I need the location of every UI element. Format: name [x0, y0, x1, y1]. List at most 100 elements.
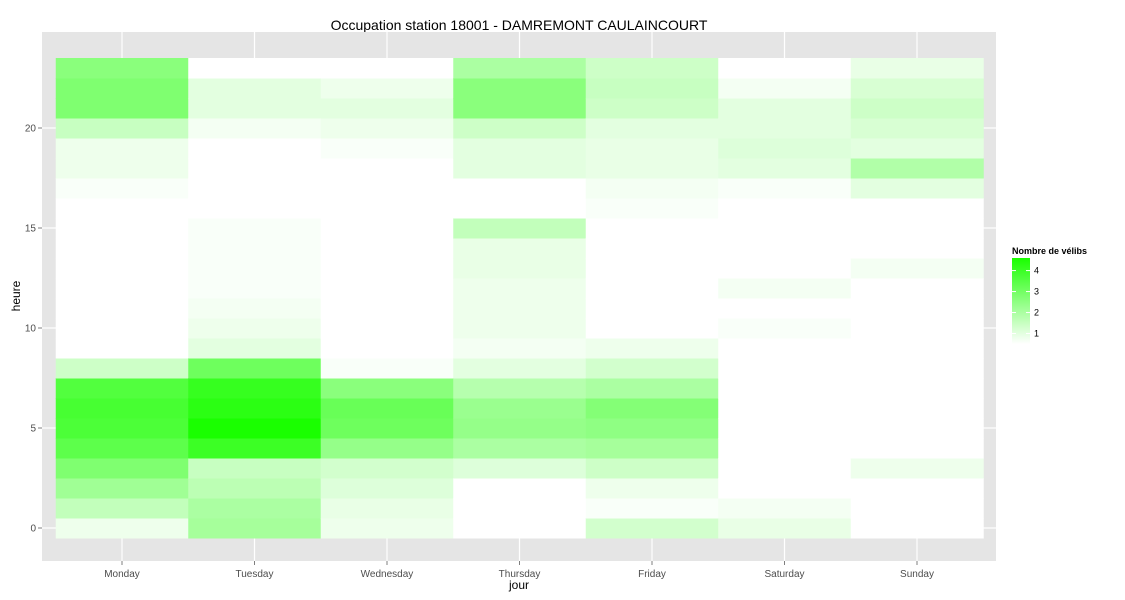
heatmap-cell: [585, 198, 719, 219]
heatmap-cell: [55, 498, 189, 519]
x-tick-label: Thursday: [499, 569, 541, 580]
heatmap-cell: [55, 518, 189, 539]
heatmap-cell: [718, 258, 852, 279]
heatmap-cell: [320, 478, 454, 499]
heatmap-cell: [320, 58, 454, 79]
heatmap-cell: [453, 58, 587, 79]
heatmap-cell: [453, 338, 587, 359]
heatmap-cell: [850, 178, 984, 199]
heatmap-cell: [55, 258, 189, 279]
heatmap-cell: [453, 418, 587, 439]
heatmap-cell: [320, 498, 454, 519]
heatmap-cell: [188, 298, 322, 319]
heatmap-cell: [188, 198, 322, 219]
heatmap-cell: [188, 358, 322, 379]
heatmap-cell: [55, 458, 189, 479]
heatmap-cell: [320, 398, 454, 419]
heatmap-cell: [188, 518, 322, 539]
heatmap-cell: [718, 418, 852, 439]
heatmap-cell: [188, 238, 322, 259]
x-axis-title: jour: [508, 578, 529, 592]
heatmap-cell: [850, 78, 984, 99]
legend-tick-label: 3: [1034, 287, 1039, 297]
heatmap-cell: [188, 258, 322, 279]
heatmap-cell: [850, 318, 984, 339]
heatmap-cell: [188, 478, 322, 499]
heatmap-cell: [188, 498, 322, 519]
heatmap-cell: [55, 298, 189, 319]
heatmap-cell: [453, 398, 587, 419]
heatmap-cell: [585, 258, 719, 279]
y-tick-label: 5: [30, 424, 36, 435]
heatmap-cell: [453, 478, 587, 499]
heatmap-cell: [320, 298, 454, 319]
heatmap-cell: [718, 458, 852, 479]
x-tick-label: Friday: [638, 569, 666, 580]
heatmap-cell: [585, 318, 719, 339]
heatmap-cell: [453, 98, 587, 119]
heatmap-cell: [718, 318, 852, 339]
heatmap-cell: [585, 458, 719, 479]
heatmap-cell: [320, 118, 454, 139]
heatmap-cell: [585, 238, 719, 259]
heatmap-cell: [188, 378, 322, 399]
heatmap-cell: [453, 78, 587, 99]
heatmap-cell: [55, 338, 189, 359]
heatmap-cell: [718, 498, 852, 519]
heatmap-cell: [55, 238, 189, 259]
legend-tick-label: 4: [1034, 266, 1039, 276]
heatmap-cell: [453, 138, 587, 159]
heatmap-cell: [585, 118, 719, 139]
heatmap-cell: [453, 498, 587, 519]
heatmap-cell: [850, 458, 984, 479]
heatmap-cell: [320, 198, 454, 219]
heatmap-cell: [453, 318, 587, 339]
heatmap-cell: [55, 278, 189, 299]
heatmap-cell: [320, 238, 454, 259]
heatmap-cell: [718, 138, 852, 159]
legend-tick-label: 1: [1034, 329, 1039, 339]
heatmap-cell: [850, 158, 984, 179]
legend-ticks: 1 2 3 4: [1012, 266, 1039, 339]
heatmap-cell: [320, 278, 454, 299]
heatmap-cell: [453, 438, 587, 459]
heatmap-cell: [453, 518, 587, 539]
heatmap-cell: [850, 498, 984, 519]
y-tick-label: 0: [30, 524, 36, 535]
heatmap-cell: [850, 218, 984, 239]
heatmap-cell: [850, 338, 984, 359]
heatmap-cell: [585, 358, 719, 379]
heatmap-cell: [320, 138, 454, 159]
heatmap-cell: [55, 398, 189, 419]
x-tick-label: Sunday: [900, 569, 934, 580]
heatmap-cell: [55, 58, 189, 79]
heatmap-cell: [453, 118, 587, 139]
heatmap-cell: [188, 118, 322, 139]
heatmap-cell: [453, 378, 587, 399]
heatmap-cell: [585, 98, 719, 119]
heatmap-cell: [320, 338, 454, 359]
heatmap-cell: [188, 398, 322, 419]
y-tick-label: 20: [25, 124, 37, 135]
heatmap-cell: [718, 198, 852, 219]
heatmap-cell: [55, 98, 189, 119]
heatmap-cell: [850, 58, 984, 79]
heatmap-cell: [585, 418, 719, 439]
heatmap-cell: [453, 278, 587, 299]
heatmap-cell: [850, 478, 984, 499]
heatmap-cell: [718, 478, 852, 499]
heatmap-cell: [850, 358, 984, 379]
heatmap-cell: [55, 318, 189, 339]
heatmap-cell: [585, 518, 719, 539]
x-tick-label: Saturday: [764, 569, 804, 580]
heatmap-cell: [718, 338, 852, 359]
heatmap-cell: [850, 118, 984, 139]
heatmap-cell: [718, 518, 852, 539]
heatmap-cell: [188, 138, 322, 159]
heatmap-cell: [188, 98, 322, 119]
heatmap-cell: [188, 218, 322, 239]
heatmap-cell: [320, 378, 454, 399]
heatmap-cell: [320, 358, 454, 379]
heatmap-cell: [320, 78, 454, 99]
